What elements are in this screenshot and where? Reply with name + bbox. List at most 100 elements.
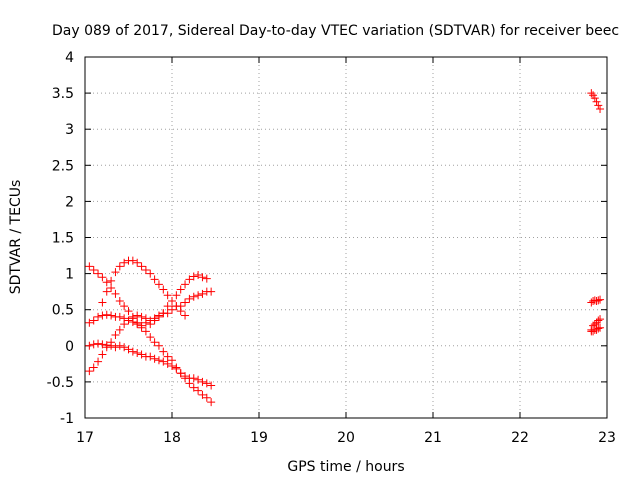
data-point (85, 318, 94, 327)
data-point (111, 330, 120, 339)
y-axis-label: SDTVAR / TECUs (8, 180, 24, 295)
data-point (189, 374, 198, 383)
data-point (202, 393, 211, 402)
data-point (120, 343, 129, 352)
data-point (594, 316, 603, 325)
x-tick-label: 19 (250, 430, 268, 446)
data-point (154, 280, 163, 289)
data-point (596, 295, 605, 304)
data-point (133, 349, 142, 358)
data-point (111, 343, 120, 352)
grid (85, 57, 607, 418)
data-point (198, 289, 207, 298)
data-point (596, 323, 605, 332)
data-point (107, 276, 116, 285)
data-point (590, 94, 599, 103)
axis-ticks: 17 18 19 20 21 22 23 -1 -0.5 0 0.5 1 1.5 2 2.5 3 3.5 4 (47, 50, 616, 446)
data-point (85, 367, 94, 376)
data-point (163, 359, 172, 368)
data-point (107, 341, 116, 350)
data-point (589, 327, 598, 336)
data-point (207, 381, 216, 390)
x-tick-label: 21 (424, 430, 442, 446)
data-point (107, 284, 116, 293)
data-point (102, 287, 111, 296)
data-point (150, 316, 159, 325)
data-point (115, 297, 124, 306)
data-point (185, 379, 194, 388)
data-point (133, 258, 142, 267)
data-point (120, 258, 129, 267)
data-point (592, 318, 601, 327)
x-tick-label: 22 (511, 430, 529, 446)
data-point (137, 312, 146, 321)
data-point (159, 285, 168, 294)
data-point (94, 269, 103, 278)
chart-title: Day 089 of 2017, Sidereal Day-to-day VTE… (52, 23, 619, 39)
data-point (189, 272, 198, 281)
data-point (594, 296, 603, 305)
data-point (98, 340, 107, 349)
data-point (172, 302, 181, 311)
data-point (128, 347, 137, 356)
data-point (124, 345, 133, 354)
data-point (98, 273, 107, 282)
data-point (128, 312, 137, 321)
data-point (89, 265, 98, 274)
data-point (194, 375, 203, 384)
data-point (207, 287, 216, 296)
data-point (120, 302, 129, 311)
data-point (198, 377, 207, 386)
data-point (141, 327, 150, 336)
data-point (594, 101, 603, 110)
x-tick-label: 18 (163, 430, 181, 446)
data-point (111, 289, 120, 298)
data-point (592, 97, 601, 106)
y-tick-label: 2 (65, 194, 74, 210)
data-point (146, 333, 155, 342)
data-point (189, 292, 198, 301)
data-point (94, 357, 103, 366)
data-point (141, 318, 150, 327)
y-tick-label: 2.5 (52, 158, 74, 174)
y-tick-label: 0.5 (52, 303, 74, 319)
data-point (194, 291, 203, 300)
data-point (115, 312, 124, 321)
data-point (89, 363, 98, 372)
data-point (592, 297, 601, 306)
y-tick-label: -0.5 (47, 375, 74, 391)
data-point (202, 274, 211, 283)
data-point (146, 352, 155, 361)
data-point (141, 265, 150, 274)
data-point (163, 291, 172, 300)
data-point (102, 341, 111, 350)
data-point (150, 354, 159, 363)
y-tick-label: 4 (65, 50, 74, 66)
data-point (592, 325, 601, 334)
data-point (98, 350, 107, 359)
data-point (94, 312, 103, 321)
data-point (181, 298, 190, 307)
data-point (176, 369, 185, 378)
data-point (587, 298, 596, 307)
data-point (98, 311, 107, 320)
data-point (207, 398, 216, 407)
data-point (133, 311, 142, 320)
data-point (89, 340, 98, 349)
data-point (94, 339, 103, 348)
data-point (111, 268, 120, 277)
data-point (124, 316, 133, 325)
data-point (154, 312, 163, 321)
data-point (85, 341, 94, 350)
data-point (115, 325, 124, 334)
x-tick-label: 17 (76, 430, 94, 446)
data-point (85, 262, 94, 271)
data-point (596, 104, 605, 113)
y-tick-label: 1.5 (52, 231, 74, 247)
data-point (194, 271, 203, 280)
data-point (128, 256, 137, 265)
data-point (172, 291, 181, 300)
data-point (137, 323, 146, 332)
data-point (154, 341, 163, 350)
